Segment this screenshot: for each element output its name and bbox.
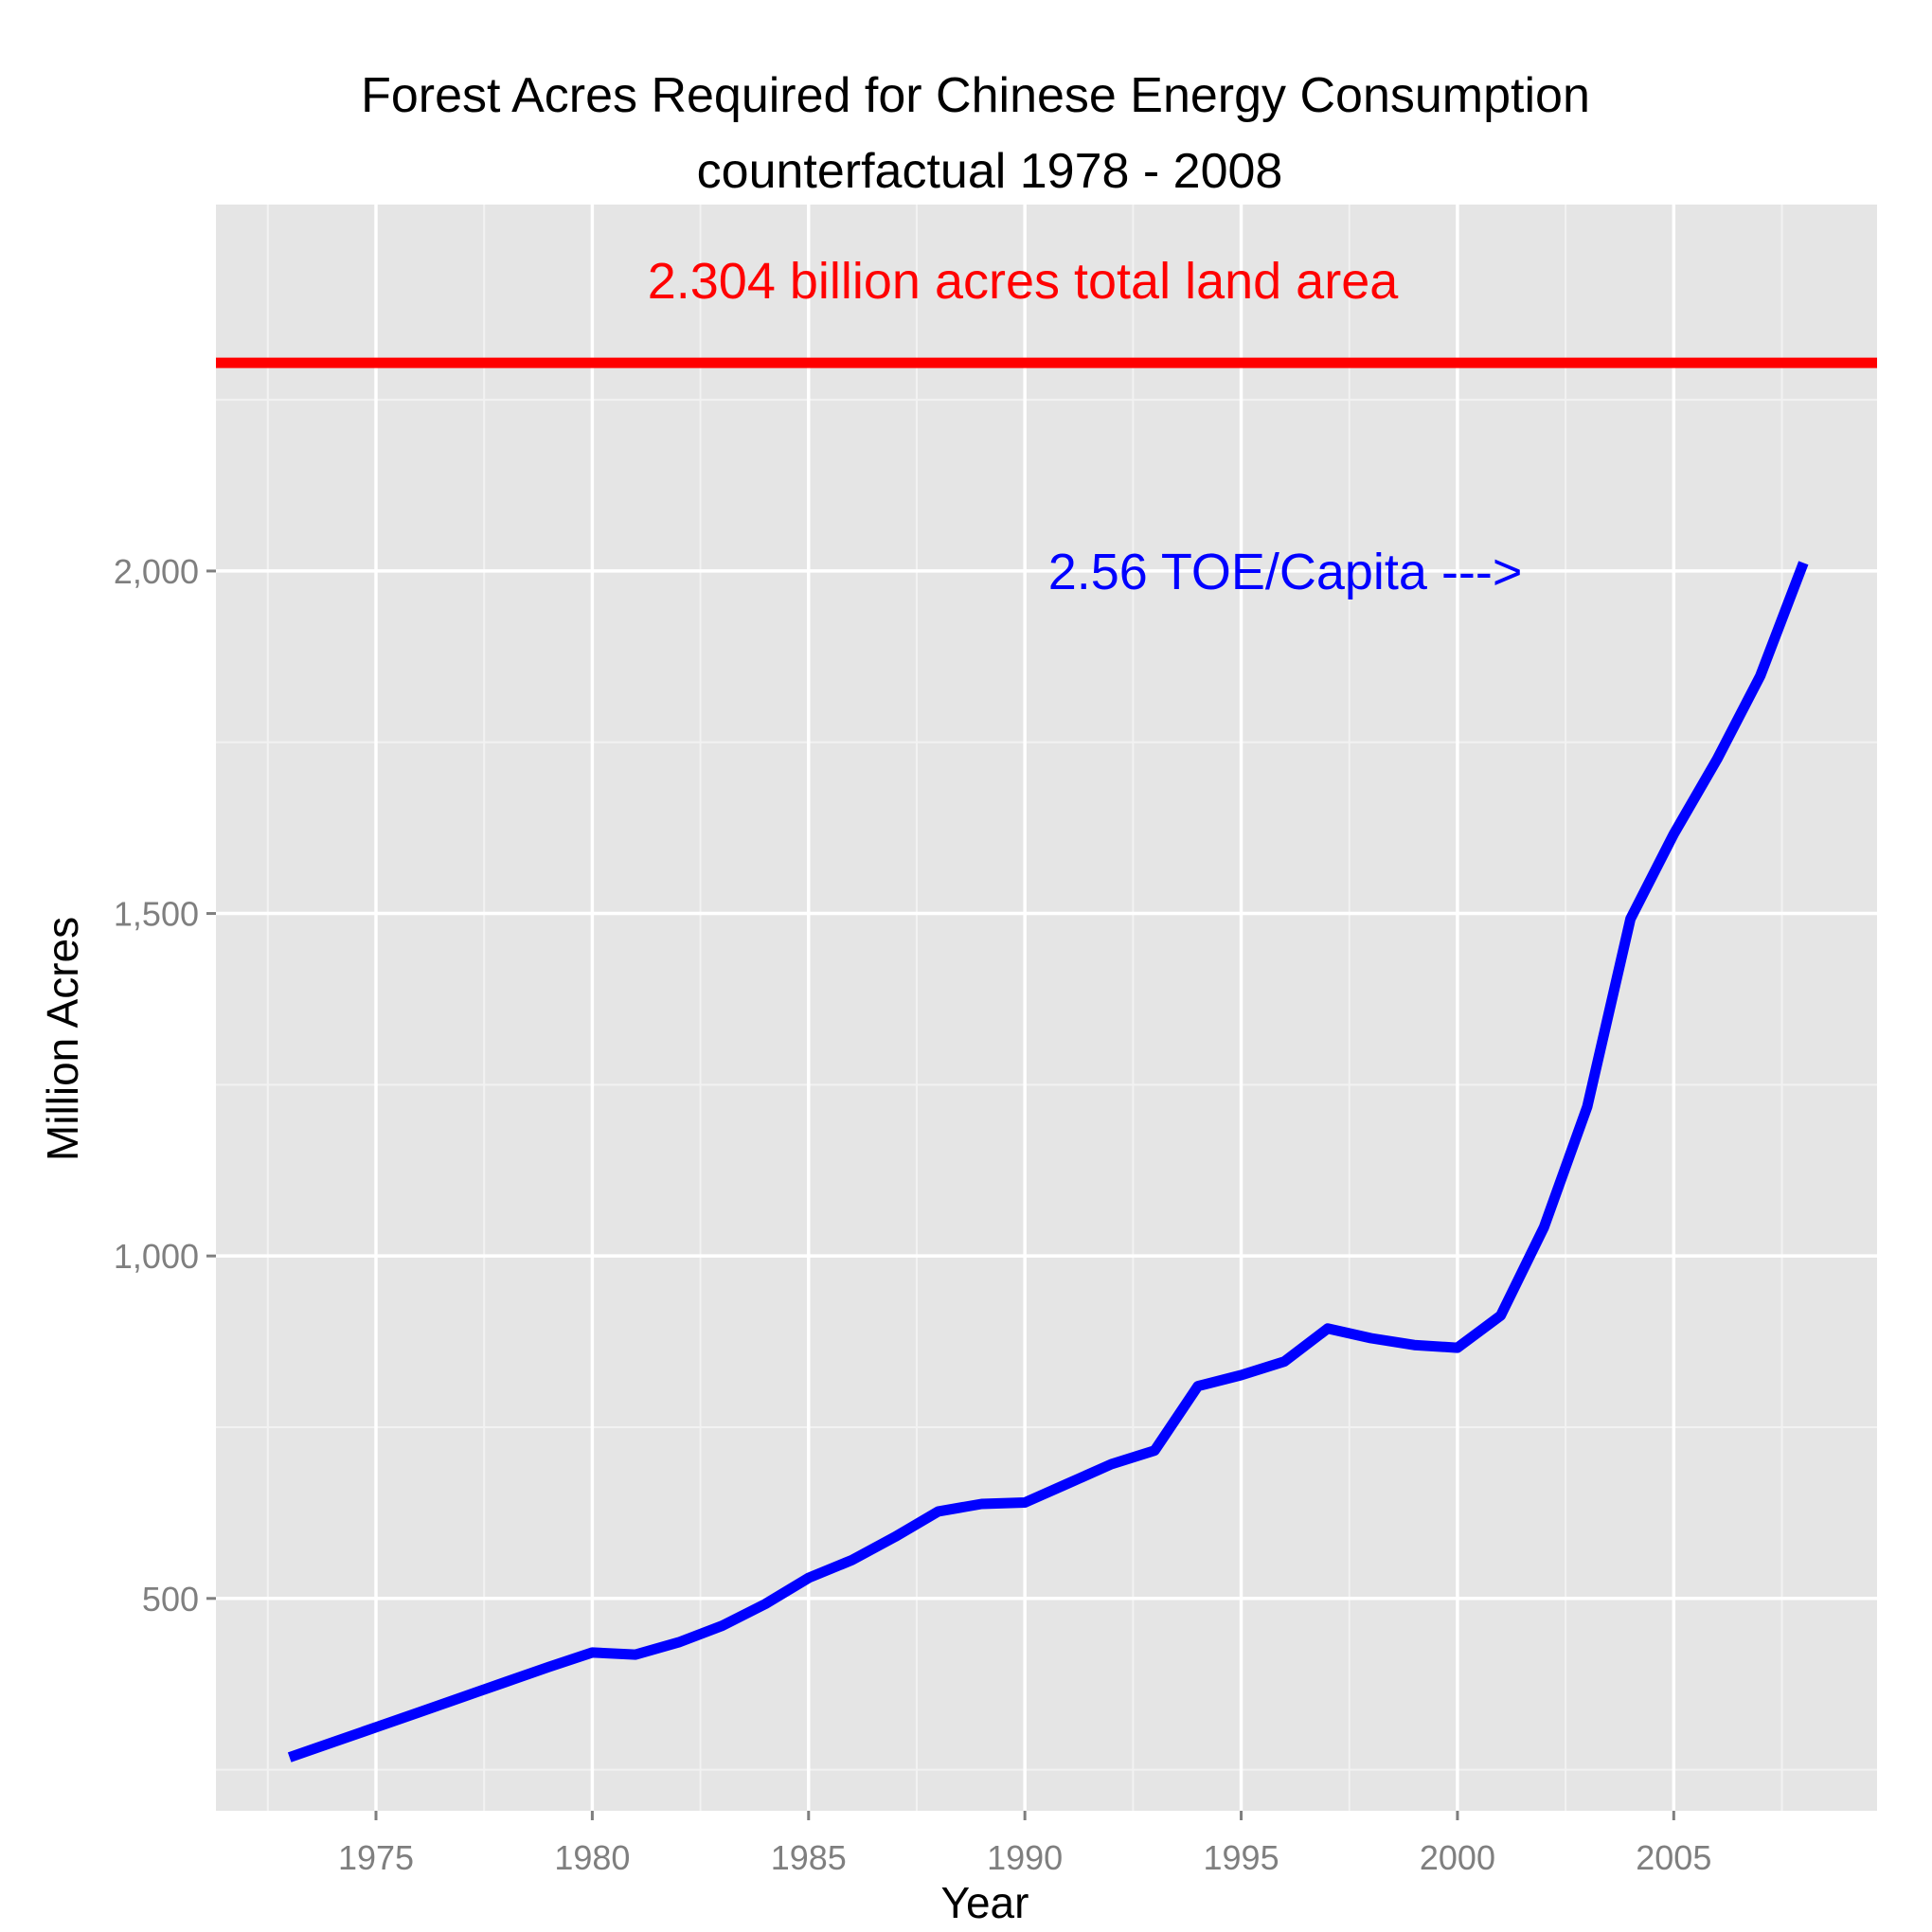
- x-tick-label: 1985: [771, 1838, 847, 1877]
- y-tick-label: 1,000: [114, 1237, 199, 1276]
- tick-labels: 1975 1980 1985 1990 1995 2000 2005 500 1,000 1,50…: [114, 552, 1711, 1877]
- x-axis-title: Year: [941, 1878, 1029, 1927]
- x-tick-label: 2005: [1636, 1838, 1711, 1877]
- reference-line-label: 2.304 billion acres total land area: [648, 253, 1399, 310]
- x-tick-label: 1975: [338, 1838, 414, 1877]
- axis-ticks: [206, 569, 1675, 1820]
- data-marks: [216, 357, 1877, 1762]
- y-axis-title: Million Acres: [38, 917, 87, 1161]
- x-tick-label: 1995: [1204, 1838, 1279, 1877]
- x-tick-label: 2000: [1420, 1838, 1495, 1877]
- y-tick-label: 1,500: [114, 895, 199, 934]
- chart-subtitle: counterfactual 1978 - 2008: [697, 144, 1283, 199]
- minor-gridlines: [216, 205, 1877, 1811]
- x-tick-label: 1990: [987, 1838, 1063, 1877]
- series-line: [287, 561, 1809, 1762]
- chart-title: Forest Acres Required for Chinese Energy…: [361, 68, 1590, 123]
- plot-panel: [216, 205, 1877, 1811]
- series-annotation: 2.56 TOE/Capita --->: [1048, 544, 1523, 600]
- y-tick-label: 500: [142, 1580, 199, 1619]
- y-tick-label: 2,000: [114, 552, 199, 591]
- major-gridlines: [216, 205, 1877, 1811]
- x-tick-label: 1980: [554, 1838, 630, 1877]
